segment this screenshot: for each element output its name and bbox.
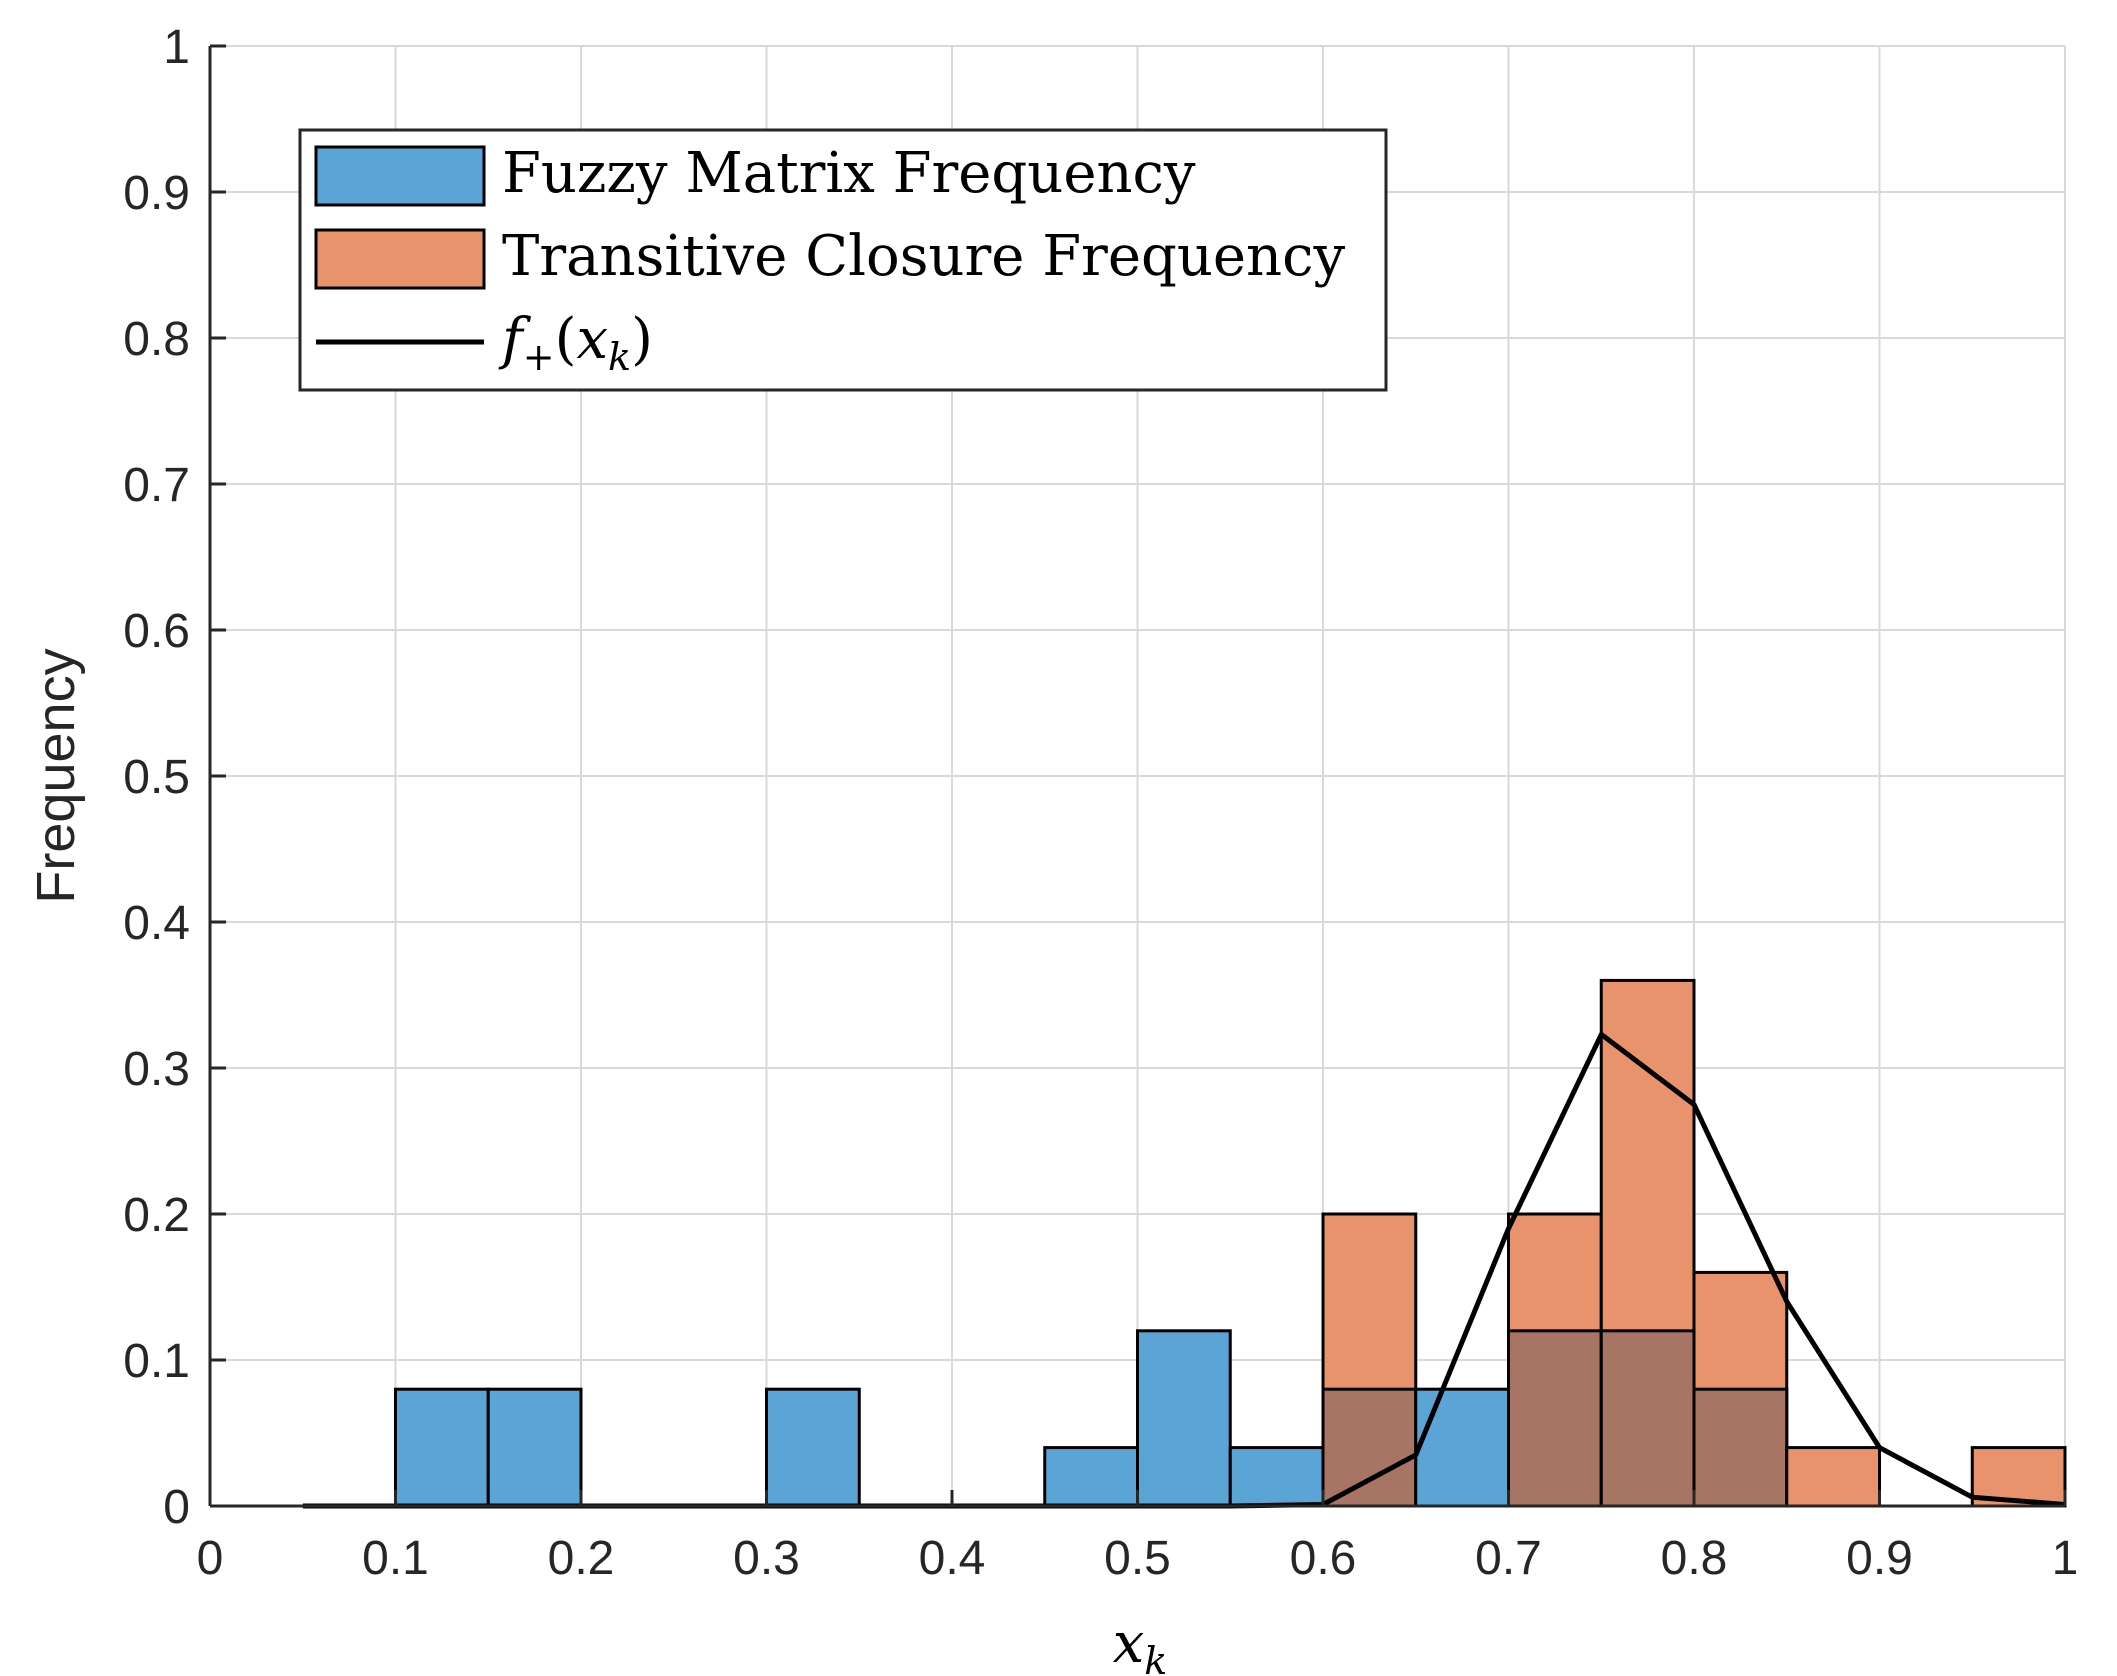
y-tick-label: 0.2 bbox=[123, 1189, 190, 1242]
fuzzy-bar bbox=[396, 1389, 489, 1506]
fuzzy-bar bbox=[1138, 1331, 1231, 1506]
x-tick-label: 0.9 bbox=[1846, 1532, 1913, 1585]
overlap-bar bbox=[1601, 1331, 1694, 1506]
y-tick-label: 0.5 bbox=[123, 751, 190, 804]
x-tick-label: 0.5 bbox=[1104, 1532, 1171, 1585]
y-tick-label: 0.7 bbox=[123, 459, 190, 512]
x-tick-label: 0.2 bbox=[548, 1532, 615, 1585]
x-axis-title-var: x bbox=[1113, 1611, 1145, 1676]
x-tick-label: 0.6 bbox=[1290, 1532, 1357, 1585]
x-tick-label: 0.3 bbox=[733, 1532, 800, 1585]
y-tick-label: 0.3 bbox=[123, 1043, 190, 1096]
legend-swatch-fuzzy bbox=[316, 147, 484, 205]
y-tick-label: 0.9 bbox=[123, 167, 190, 220]
y-tick-label: 0.1 bbox=[123, 1335, 190, 1388]
overlap-bar bbox=[1323, 1389, 1416, 1506]
x-tick-label: 0.7 bbox=[1475, 1532, 1542, 1585]
legend-swatch-transitive bbox=[316, 230, 484, 288]
overlap-bar bbox=[1694, 1389, 1787, 1506]
x-tick-label: 0.8 bbox=[1661, 1532, 1728, 1585]
legend-x-sub: k bbox=[608, 335, 631, 379]
x-axis-title-sub: k bbox=[1144, 1639, 1167, 1676]
fuzzy-bar bbox=[488, 1389, 581, 1506]
y-tick-label: 1 bbox=[163, 21, 190, 74]
transitive-bar bbox=[1787, 1448, 1880, 1506]
x-tick-label: 1 bbox=[2052, 1532, 2079, 1585]
y-axis-title: Frequency bbox=[26, 648, 86, 903]
x-tick-label: 0.1 bbox=[362, 1532, 429, 1585]
fuzzy-bar bbox=[1230, 1448, 1323, 1506]
legend-x: x bbox=[576, 307, 608, 372]
histogram-chart: 0 0.1 0.2 0.3 0.4 0.5 0.6 0.7 0.8 0.9 1 0 0.1 0.2 0.3 0… bbox=[0, 0, 2117, 1676]
x-tick-label: 0 bbox=[197, 1532, 224, 1585]
x-tick-label: 0.4 bbox=[919, 1532, 986, 1585]
legend-paren-open: ( bbox=[555, 307, 577, 372]
y-tick-label: 0.8 bbox=[123, 313, 190, 366]
overlap-bar bbox=[1509, 1331, 1602, 1506]
fuzzy-bar bbox=[767, 1389, 860, 1506]
y-tick-label: 0.6 bbox=[123, 605, 190, 658]
legend: Fuzzy Matrix Frequency Transitive Closur… bbox=[300, 130, 1386, 390]
y-tick-label: 0 bbox=[163, 1481, 190, 1534]
fuzzy-bar bbox=[1416, 1389, 1509, 1506]
legend-label-fuzzy: Fuzzy Matrix Frequency bbox=[502, 141, 1196, 206]
legend-paren-close: ) bbox=[631, 307, 653, 372]
fuzzy-bar bbox=[1045, 1448, 1138, 1506]
legend-label-transitive: Transitive Closure Frequency bbox=[502, 224, 1345, 289]
y-tick-label: 0.4 bbox=[123, 897, 190, 950]
legend-f-sub: + bbox=[523, 335, 555, 379]
